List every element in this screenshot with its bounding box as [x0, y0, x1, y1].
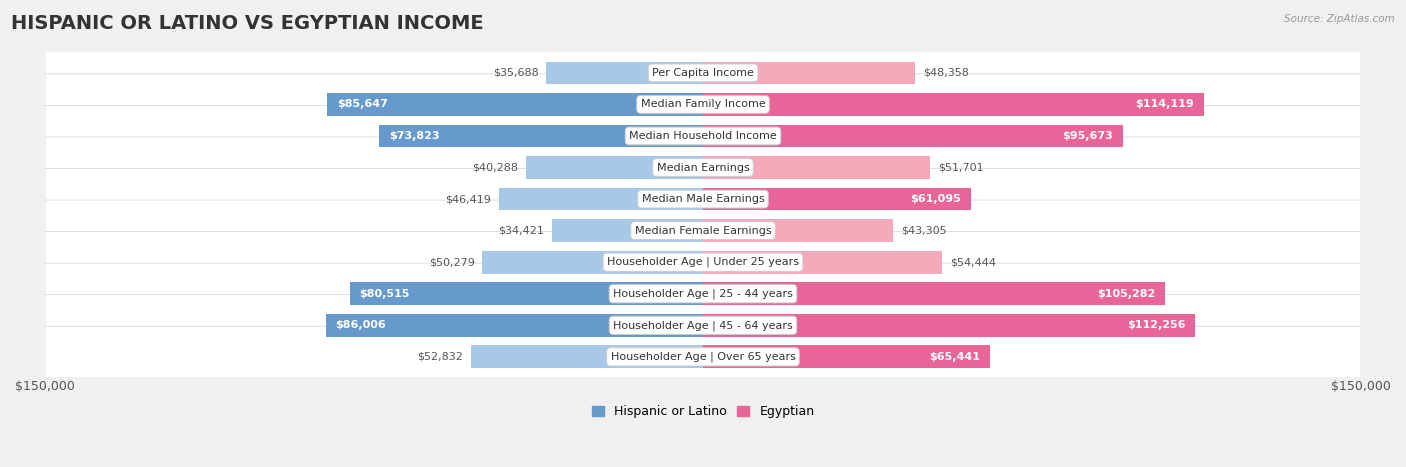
Text: Per Capita Income: Per Capita Income — [652, 68, 754, 78]
FancyBboxPatch shape — [45, 326, 1361, 388]
Bar — [703, 219, 893, 242]
Bar — [703, 156, 929, 179]
Text: Householder Age | Over 65 years: Householder Age | Over 65 years — [610, 352, 796, 362]
Text: Median Family Income: Median Family Income — [641, 99, 765, 109]
Bar — [553, 219, 703, 242]
FancyBboxPatch shape — [45, 232, 1361, 293]
Bar — [326, 314, 703, 337]
Bar — [380, 125, 703, 147]
Bar — [526, 156, 703, 179]
Text: Median Household Income: Median Household Income — [628, 131, 778, 141]
FancyBboxPatch shape — [45, 106, 1361, 167]
Legend: Hispanic or Latino, Egyptian: Hispanic or Latino, Egyptian — [586, 400, 820, 423]
FancyBboxPatch shape — [45, 74, 1361, 135]
Bar — [703, 62, 915, 84]
FancyBboxPatch shape — [45, 42, 1361, 104]
Text: $95,673: $95,673 — [1062, 131, 1114, 141]
Text: $34,421: $34,421 — [498, 226, 544, 236]
Bar — [703, 346, 990, 368]
Text: $86,006: $86,006 — [336, 320, 387, 330]
Text: $48,358: $48,358 — [924, 68, 969, 78]
Bar — [499, 188, 703, 211]
Bar — [703, 314, 1195, 337]
Text: $114,119: $114,119 — [1135, 99, 1194, 109]
FancyBboxPatch shape — [45, 263, 1361, 325]
Text: Householder Age | 45 - 64 years: Householder Age | 45 - 64 years — [613, 320, 793, 331]
Text: Median Male Earnings: Median Male Earnings — [641, 194, 765, 204]
Text: $51,701: $51,701 — [938, 163, 983, 172]
Bar — [328, 93, 703, 116]
Text: $112,256: $112,256 — [1128, 320, 1185, 330]
Text: Source: ZipAtlas.com: Source: ZipAtlas.com — [1284, 14, 1395, 24]
Text: $52,832: $52,832 — [418, 352, 464, 362]
Bar — [703, 188, 972, 211]
Text: $40,288: $40,288 — [472, 163, 519, 172]
Text: Median Female Earnings: Median Female Earnings — [634, 226, 772, 236]
Bar — [703, 283, 1166, 305]
Bar — [350, 283, 703, 305]
Text: $73,823: $73,823 — [389, 131, 440, 141]
Text: $46,419: $46,419 — [446, 194, 492, 204]
Text: $61,095: $61,095 — [911, 194, 962, 204]
Bar — [547, 62, 703, 84]
Text: $43,305: $43,305 — [901, 226, 946, 236]
Text: $54,444: $54,444 — [949, 257, 995, 267]
Text: $50,279: $50,279 — [429, 257, 475, 267]
FancyBboxPatch shape — [45, 169, 1361, 230]
Bar — [471, 346, 703, 368]
FancyBboxPatch shape — [45, 295, 1361, 356]
Bar — [703, 251, 942, 274]
Bar — [482, 251, 703, 274]
Text: Median Earnings: Median Earnings — [657, 163, 749, 172]
Bar — [703, 93, 1204, 116]
Text: $35,688: $35,688 — [492, 68, 538, 78]
Bar — [703, 125, 1123, 147]
Text: $105,282: $105,282 — [1097, 289, 1154, 299]
FancyBboxPatch shape — [45, 200, 1361, 261]
Text: $65,441: $65,441 — [929, 352, 980, 362]
FancyBboxPatch shape — [45, 137, 1361, 198]
Text: Householder Age | Under 25 years: Householder Age | Under 25 years — [607, 257, 799, 268]
Text: HISPANIC OR LATINO VS EGYPTIAN INCOME: HISPANIC OR LATINO VS EGYPTIAN INCOME — [11, 14, 484, 33]
Text: $80,515: $80,515 — [360, 289, 411, 299]
Text: Householder Age | 25 - 44 years: Householder Age | 25 - 44 years — [613, 289, 793, 299]
Text: $85,647: $85,647 — [337, 99, 388, 109]
